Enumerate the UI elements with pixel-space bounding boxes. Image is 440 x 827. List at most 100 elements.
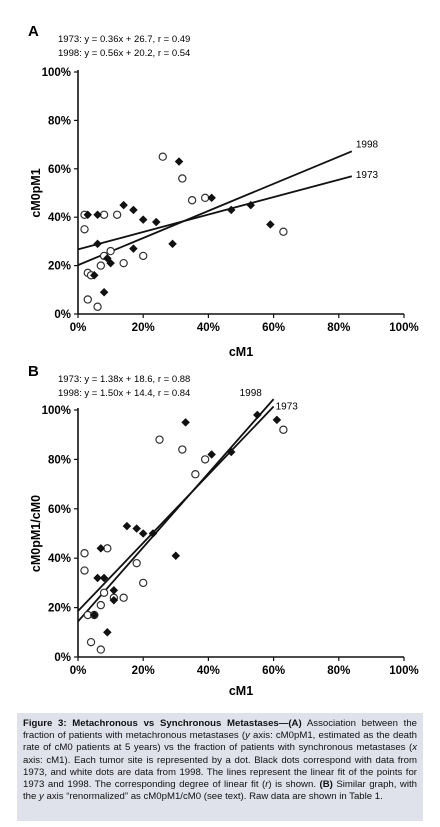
- data-point-1973: [119, 200, 128, 210]
- x-tick-label: 0%: [70, 665, 87, 677]
- y-tick-label: 40%: [48, 212, 71, 224]
- data-point-1973: [171, 551, 181, 561]
- data-point-1998: [138, 578, 148, 588]
- y-tick-label: 20%: [48, 603, 71, 615]
- data-point-1973: [148, 529, 158, 538]
- line-label-1998: 1998: [240, 388, 263, 399]
- data-point-1973: [265, 220, 275, 229]
- caption-text-b2: axis “renormalized” as cM0pM1/cM0 (see t…: [43, 791, 383, 803]
- y-tick-label: 20%: [48, 261, 71, 273]
- data-point-1998: [96, 600, 106, 610]
- x-tick-label: 20%: [132, 665, 155, 677]
- y-tick-label: 60%: [48, 504, 71, 516]
- y-axis-label: cM0pM1: [29, 168, 43, 217]
- caption-part-a-label: (A): [288, 718, 302, 729]
- caption-y-letter-2: y: [39, 791, 44, 803]
- y-tick-label: 100%: [42, 405, 71, 417]
- data-point-1998: [86, 637, 96, 647]
- y-tick-label: 0%: [54, 652, 71, 664]
- line-label-1973: 1973: [276, 402, 299, 413]
- data-point-1973: [93, 573, 102, 583]
- data-point-1973: [151, 217, 161, 227]
- x-tick-label: 100%: [389, 322, 418, 334]
- data-point-1973: [226, 205, 236, 215]
- fit-equation-1973: 1973: y = 1.38x + 18.6, r = 0.88: [58, 374, 190, 385]
- data-point-1998: [132, 558, 141, 568]
- y-tick-label: 40%: [48, 553, 71, 565]
- data-point-1973: [252, 410, 262, 420]
- data-point-1973: [272, 415, 282, 425]
- fit-equation-1998: 1998: y = 1.50x + 14.4, r = 0.84: [58, 388, 190, 399]
- data-point-1973: [93, 210, 102, 220]
- data-point-1998: [106, 246, 115, 256]
- data-point-1998: [80, 566, 89, 575]
- line-label-1998: 1998: [356, 139, 379, 150]
- fit-line-1998: [77, 150, 353, 266]
- data-point-1998: [191, 470, 200, 479]
- data-point-1998: [178, 174, 187, 183]
- data-point-1973: [93, 239, 102, 249]
- figure-svg: A 1973: y = 0.36x + 26.7, r = 0.49 1998: y…: [28, 23, 419, 698]
- caption-r-letter: r: [265, 779, 269, 791]
- caption-title: Figure 3: Metachronous vs Synchronous Me…: [23, 718, 289, 729]
- chart-panel-a: A 1973: y = 0.36x + 26.7, r = 0.49 1998: y…: [28, 23, 419, 359]
- data-point-1998: [119, 258, 128, 268]
- panel-label: B: [28, 363, 39, 380]
- data-point-1973: [83, 210, 93, 220]
- data-point-1998: [96, 261, 106, 270]
- data-point-1973: [106, 258, 115, 268]
- x-tick-label: 20%: [132, 322, 155, 334]
- data-point-1998: [80, 549, 89, 558]
- data-point-1998: [279, 425, 288, 434]
- x-tick-label: 40%: [197, 322, 220, 334]
- data-point-1973: [174, 157, 184, 166]
- line-label-1973: 1973: [356, 170, 379, 181]
- y-tick-label: 100%: [42, 67, 71, 79]
- data-point-1998: [279, 227, 288, 236]
- x-tick-label: 40%: [197, 665, 220, 677]
- fit-line-1973: [77, 405, 275, 612]
- x-tick-label: 80%: [327, 322, 350, 334]
- data-point-1973: [129, 244, 138, 254]
- data-point-1973: [89, 610, 99, 620]
- data-point-1998: [96, 645, 106, 654]
- y-axis-label: cM0pM1/cM0: [29, 495, 43, 572]
- data-point-1973: [246, 200, 256, 210]
- data-point-1973: [138, 529, 148, 538]
- data-point-1998: [93, 302, 102, 311]
- data-point-1973: [99, 287, 109, 297]
- data-point-1973: [96, 543, 106, 553]
- data-point-1973: [109, 595, 119, 605]
- fit-line-1973: [77, 175, 353, 251]
- x-tick-label: 60%: [262, 322, 285, 334]
- caption-y-letter: y: [245, 730, 250, 742]
- caption-text-b1: Similar graph, with the: [23, 779, 417, 803]
- caption-text-a1: Association between the fraction of pati…: [23, 718, 417, 742]
- x-tick-label: 100%: [389, 665, 418, 677]
- data-point-1973: [207, 193, 217, 203]
- caption-text-a2: axis: cM0pM1, estimated as the death rat…: [23, 730, 417, 754]
- x-axis-label: cM1: [229, 345, 253, 359]
- data-point-1973: [99, 573, 109, 583]
- y-tick-label: 80%: [48, 454, 71, 466]
- data-point-1998: [187, 196, 197, 205]
- caption-x-letter: x: [412, 742, 417, 754]
- data-point-1973: [89, 270, 99, 280]
- data-point-1973: [102, 627, 112, 637]
- data-point-1973: [226, 447, 236, 457]
- caption-text-a4: ) is shown.: [268, 779, 320, 791]
- data-point-1973: [138, 215, 148, 224]
- panel-label: A: [28, 23, 39, 40]
- data-point-1973: [168, 239, 177, 249]
- data-point-1998: [158, 152, 167, 161]
- data-point-1973: [122, 521, 132, 531]
- data-point-1998: [119, 593, 128, 602]
- data-point-1998: [80, 225, 89, 234]
- data-point-1973: [181, 417, 190, 427]
- x-tick-label: 60%: [262, 665, 285, 677]
- data-point-1973: [109, 585, 119, 595]
- data-point-1998: [83, 295, 92, 304]
- data-point-1998: [200, 455, 210, 464]
- data-point-1998: [112, 210, 122, 219]
